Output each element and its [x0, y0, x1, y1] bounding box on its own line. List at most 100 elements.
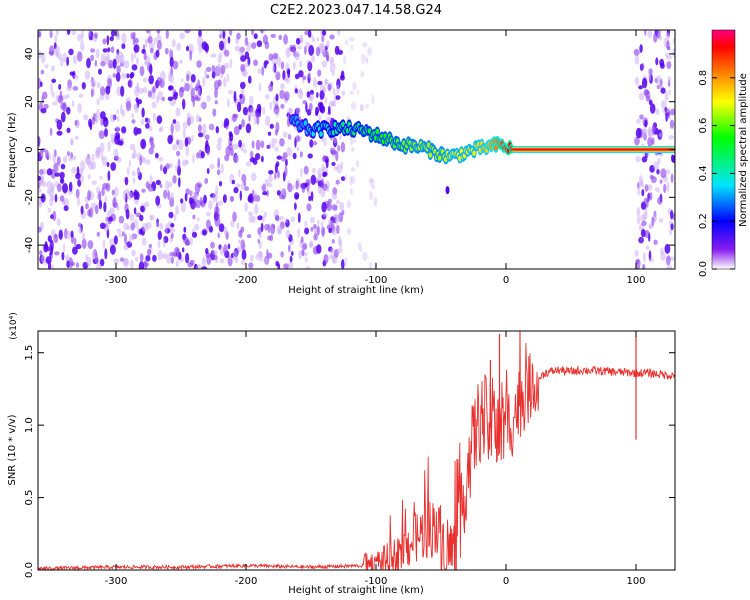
noise-region	[343, 36, 378, 269]
noise-speckle	[45, 256, 52, 264]
noise-speckle	[214, 100, 218, 105]
noise-speckle	[198, 30, 202, 38]
noise-speckle	[41, 254, 45, 264]
noise-speckle	[102, 239, 106, 250]
noise-speckle	[357, 242, 362, 250]
noise-speckle	[257, 215, 263, 221]
noise-speckle	[274, 129, 278, 136]
noise-speckle	[80, 160, 86, 171]
noise-speckle	[648, 72, 652, 81]
noise-speckle	[185, 45, 190, 52]
noise-speckle	[299, 60, 302, 68]
noise-speckle	[74, 119, 78, 126]
noise-speckle	[94, 59, 98, 67]
noise-speckle	[277, 56, 282, 67]
snr-y-multiplier: (x10⁴)	[9, 312, 19, 339]
noise-speckle	[274, 172, 277, 180]
noise-speckle	[232, 113, 239, 119]
snr-x-ticks: -300 -200 -100 0 100	[105, 331, 646, 587]
noise-speckle	[336, 84, 340, 94]
noise-speckle	[172, 119, 177, 124]
x-tick-label: -100	[365, 576, 388, 587]
noise-speckle	[157, 238, 161, 249]
noise-speckle	[297, 45, 302, 50]
noise-speckle	[53, 234, 59, 244]
noise-speckle	[56, 156, 61, 166]
noise-speckle	[71, 100, 75, 108]
noise-speckle	[263, 258, 269, 264]
noise-speckle	[648, 224, 654, 229]
noise-speckle	[38, 188, 42, 193]
noise-speckle	[140, 118, 145, 126]
noise-speckle	[78, 93, 84, 98]
noise-speckle	[214, 87, 218, 99]
noise-speckle	[240, 55, 247, 62]
noise-speckle	[49, 30, 53, 39]
noise-speckle	[157, 91, 164, 101]
noise-speckle	[165, 180, 170, 191]
noise-speckle	[290, 216, 295, 223]
noise-speckle	[237, 247, 243, 252]
noise-speckle	[52, 210, 57, 221]
noise-speckle	[269, 234, 274, 242]
noise-speckle	[250, 254, 254, 262]
noise-speckle	[112, 197, 117, 208]
noise-speckle	[99, 222, 106, 229]
noise-speckle	[217, 157, 220, 168]
noise-speckle	[221, 122, 225, 127]
noise-speckle	[331, 192, 338, 200]
noise-speckle	[74, 135, 79, 140]
noise-speckle	[147, 35, 153, 44]
noise-speckle	[212, 193, 216, 203]
noise-speckle	[119, 54, 123, 66]
noise-speckle	[136, 57, 139, 65]
noise-speckle	[665, 255, 671, 266]
noise-speckle	[49, 197, 54, 207]
noise-speckle	[63, 205, 69, 212]
noise-speckle	[52, 101, 58, 106]
noise-speckle	[131, 249, 136, 257]
noise-speckle	[263, 60, 267, 69]
noise-speckle	[76, 166, 80, 176]
noise-speckle	[663, 183, 667, 194]
noise-speckle	[634, 76, 640, 86]
noise-speckle	[275, 161, 280, 168]
noise-speckle	[210, 241, 215, 249]
noise-speckle	[180, 198, 184, 204]
noise-speckle	[217, 201, 224, 206]
noise-speckle	[238, 47, 245, 56]
noise-speckle	[327, 198, 333, 204]
noise-speckle	[47, 207, 51, 213]
noise-speckle	[106, 161, 110, 167]
noise-speckle	[150, 187, 154, 193]
noise-speckle	[86, 256, 92, 267]
noise-speckle	[67, 151, 70, 157]
noise-speckle	[227, 98, 230, 108]
noise-speckle	[240, 259, 246, 266]
noise-speckle	[633, 48, 640, 56]
noise-speckle	[244, 63, 250, 68]
noise-speckle	[99, 258, 105, 267]
noise-speckle	[230, 147, 234, 157]
ridge-core	[341, 121, 345, 127]
noise-speckle	[338, 212, 344, 223]
noise-speckle	[341, 259, 345, 269]
noise-speckle	[159, 164, 163, 172]
noise-speckle	[297, 212, 301, 223]
noise-speckle	[197, 87, 201, 98]
noise-speckle	[188, 190, 194, 195]
noise-speckle	[172, 60, 179, 70]
noise-speckle	[216, 142, 222, 151]
noise-speckle	[129, 73, 134, 79]
noise-speckle	[253, 192, 258, 202]
noise-speckle	[217, 79, 222, 87]
spectrogram-marks	[38, 30, 675, 269]
noise-speckle	[257, 238, 260, 244]
noise-speckle	[273, 209, 279, 219]
noise-speckle	[206, 168, 210, 174]
noise-speckle	[321, 30, 327, 36]
noise-speckle	[90, 78, 96, 88]
noise-speckle	[243, 69, 248, 77]
noise-speckle	[189, 49, 193, 61]
noise-speckle	[287, 69, 291, 78]
